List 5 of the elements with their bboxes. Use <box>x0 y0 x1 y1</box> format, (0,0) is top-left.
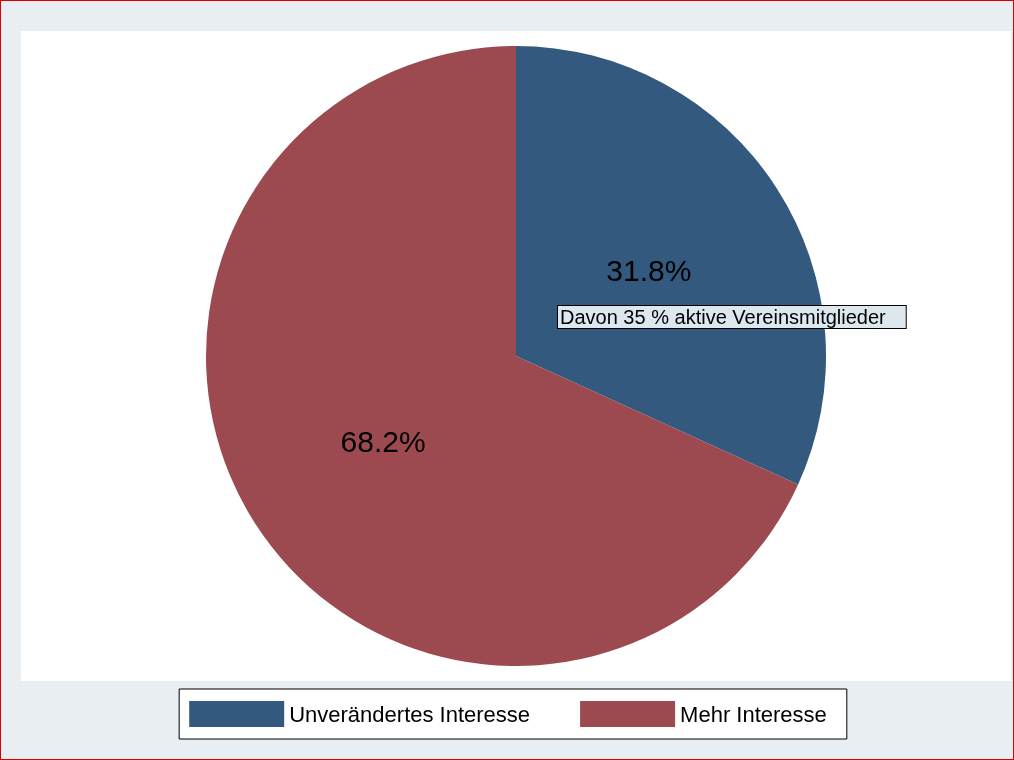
data-label: 31.8% <box>606 254 692 287</box>
text: Davon 35 % aktive Vereinsmitglieder <box>560 306 887 328</box>
legend-label: Unverändertes Interesse <box>289 701 531 727</box>
data-label: 68.2% <box>340 425 426 458</box>
legend-label: Mehr Interesse <box>680 701 827 727</box>
